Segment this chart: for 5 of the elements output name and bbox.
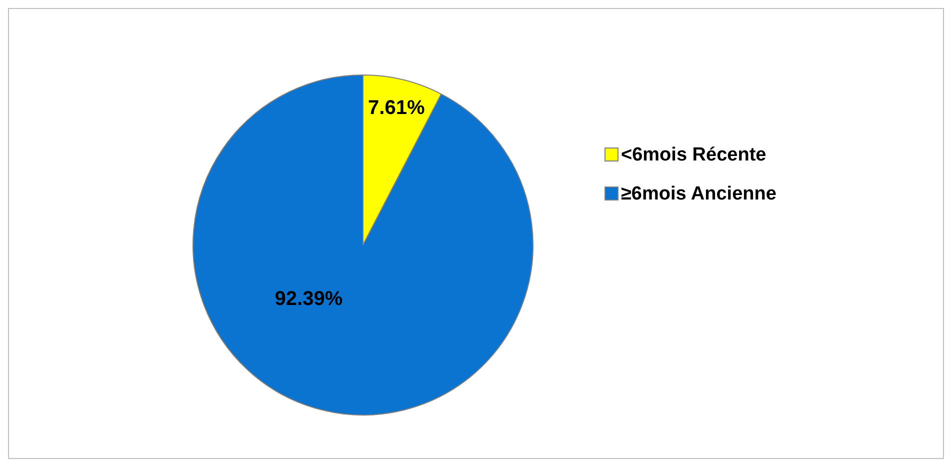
legend-label: ≥6mois Ancienne — [621, 184, 776, 204]
pie-slice — [192, 74, 534, 416]
data-label: 92.39% — [274, 288, 343, 310]
data-label: 7.61% — [368, 96, 425, 119]
legend-label: <6mois Récente — [621, 144, 766, 166]
